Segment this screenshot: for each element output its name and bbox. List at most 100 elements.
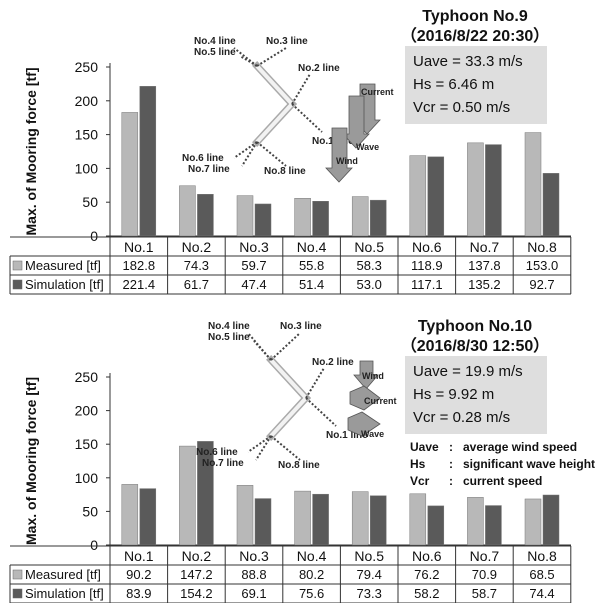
environment-arrow	[342, 95, 370, 149]
x-tick-label: No.4	[297, 239, 327, 255]
x-tick-label: No.1	[124, 548, 154, 564]
floating-body-highlight	[255, 102, 294, 144]
data-label: 79.4	[357, 567, 382, 582]
environment-arrow-label: Current	[361, 87, 394, 97]
y-tick-label: 50	[82, 503, 98, 519]
x-tick-label: No.6	[412, 548, 442, 564]
y-tick-label: 200	[75, 93, 99, 109]
x-tick-label: No.2	[182, 548, 212, 564]
typhoon-10-chart: Max. of Mooring force [tf] 0 50 100 150 200 25…	[9, 318, 595, 603]
data-label: 70.9	[472, 567, 497, 582]
bar-measured	[409, 155, 427, 237]
mooring-line	[291, 73, 311, 105]
y-axis-label: Max. of Mooring force [tf]	[23, 377, 39, 545]
bar-measured	[236, 195, 254, 237]
data-label: 61.7	[184, 277, 209, 292]
bar-simulation	[427, 156, 445, 237]
floating-body-highlight	[269, 396, 308, 438]
glossary-term: Uave	[410, 440, 439, 454]
x-tick-label: No.5	[354, 548, 384, 564]
condition-text: Uave = 33.3 m/s	[413, 53, 523, 70]
bar-measured	[524, 498, 542, 546]
data-label: 117.1	[411, 277, 443, 292]
bar-measured	[409, 493, 427, 546]
x-tick-label: No.8	[527, 239, 557, 255]
bar-simulation	[427, 505, 445, 546]
bar-measured	[179, 185, 196, 237]
chart-title: Typhoon No.9	[422, 8, 528, 25]
mooring-line	[291, 103, 323, 133]
bar-measured	[351, 196, 369, 237]
environment-arrow-label: Current	[364, 396, 397, 406]
glossary-separator: :	[449, 474, 453, 488]
legend-series-name: Measured [tf]	[25, 567, 101, 582]
legend-swatch	[12, 260, 23, 271]
bar-measured	[121, 484, 139, 546]
bar-measured	[467, 142, 484, 237]
data-label: 51.4	[299, 277, 324, 292]
data-label: 221.4	[123, 277, 156, 292]
typhoon-9-chart: Max. of Mooring force [tf] 0 50 100 150 200 25…	[9, 8, 572, 295]
mooring-line	[270, 332, 301, 361]
mooring-line	[247, 435, 272, 453]
environment-arrow-label: Wave	[356, 142, 379, 152]
bar-simulation	[485, 144, 502, 237]
data-label: 80.2	[299, 567, 324, 582]
mooring-line	[241, 141, 258, 167]
glossary-description: current speed	[463, 474, 542, 488]
y-tick-label: 50	[82, 194, 98, 210]
floating-body-highlight	[255, 64, 294, 106]
mooring-line-label: No.5 line	[208, 332, 250, 343]
bar-simulation	[542, 173, 560, 237]
bar-measured	[294, 490, 311, 546]
mooring-line-label: No.5 line	[194, 47, 236, 58]
data-label: 154.2	[180, 586, 213, 601]
x-tick-label: No.3	[239, 239, 269, 255]
data-label: 68.5	[529, 567, 554, 582]
x-tick-label: No.7	[470, 239, 500, 255]
mooring-line	[255, 435, 272, 461]
environment-arrow	[349, 385, 381, 411]
data-label: 118.9	[411, 258, 443, 273]
legend-series-name: Measured [tf]	[25, 258, 101, 273]
glossary-description: significant wave height	[463, 457, 595, 471]
bar-simulation	[485, 505, 502, 546]
data-label: 83.9	[126, 586, 151, 601]
mooring-line	[270, 435, 301, 461]
glossary-term: Vcr	[410, 474, 430, 488]
data-label: 58.2	[414, 586, 439, 601]
data-label: 73.3	[357, 586, 382, 601]
data-label: 58.7	[472, 586, 497, 601]
y-tick-label: 0	[90, 537, 98, 553]
data-label: 182.8	[123, 258, 156, 273]
data-label: 88.8	[241, 567, 266, 582]
data-label: 69.1	[241, 586, 266, 601]
data-label: 76.2	[414, 567, 439, 582]
x-tick-label: No.7	[470, 548, 500, 564]
bar-measured	[294, 198, 311, 237]
mooring-line-label: No.7 line	[202, 458, 244, 469]
mooring-line-label: No.8 line	[264, 166, 306, 177]
bar-simulation	[197, 441, 214, 546]
glossary-separator: :	[449, 440, 453, 454]
data-label: 58.3	[357, 258, 382, 273]
bar-measured	[236, 485, 254, 546]
bar-measured	[179, 445, 196, 546]
condition-text: Vcr = 0.28 m/s	[413, 409, 510, 426]
bar-simulation	[312, 201, 329, 237]
mooring-line-label: No.3 line	[266, 36, 308, 47]
data-label: 74.3	[184, 258, 209, 273]
legend-swatch	[12, 569, 23, 580]
y-tick-label: 200	[75, 403, 99, 419]
bar-simulation	[139, 86, 157, 237]
mooring-line	[305, 397, 337, 427]
condition-text: Hs = 6.46 m	[413, 76, 494, 93]
bar-measured	[351, 491, 369, 546]
mooring-line-label: No.7 line	[188, 164, 230, 175]
environment-arrow-label: Wave	[361, 429, 384, 439]
bar-simulation	[139, 488, 157, 546]
legend-swatch	[12, 279, 23, 290]
data-label: 75.6	[299, 586, 324, 601]
data-label: 59.7	[241, 258, 266, 273]
bar-measured	[121, 112, 139, 237]
